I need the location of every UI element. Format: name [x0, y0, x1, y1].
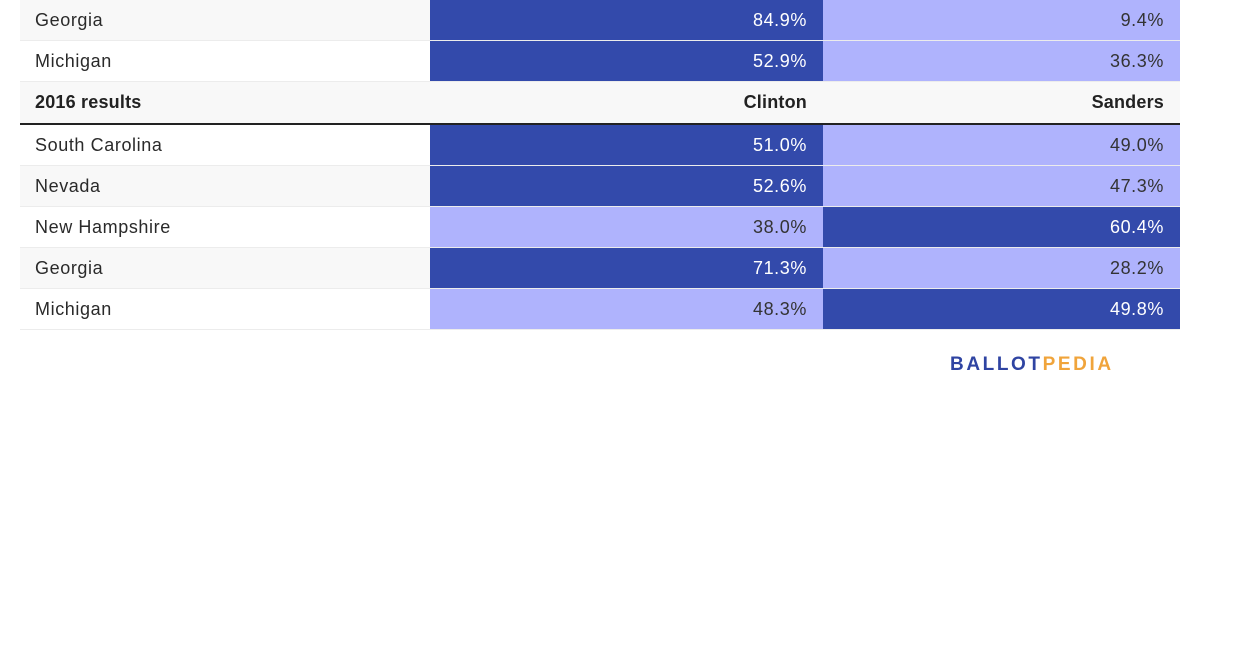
header-clinton: Clinton	[743, 92, 807, 112]
top-section: Georgia 84.9% 9.4% Michigan 52.9% 36.3%	[20, 0, 1180, 82]
value-col1: 38.0%	[430, 207, 823, 247]
table-row: South Carolina 51.0% 49.0%	[20, 125, 1180, 166]
table-row: Georgia 71.3% 28.2%	[20, 248, 1180, 289]
value-col1: 48.3%	[430, 289, 823, 329]
state-name: South Carolina	[35, 134, 163, 155]
value-col2: 49.0%	[823, 125, 1180, 165]
ballotpedia-logo: BALLOTPEDIA	[950, 354, 1114, 376]
logo-part-ballot: BALLOT	[950, 354, 1043, 375]
value-col1: 51.0%	[430, 125, 823, 165]
header-label: 2016 results	[35, 92, 142, 112]
value-col2: 47.3%	[823, 166, 1180, 206]
value-col1: 52.6%	[430, 166, 823, 206]
value-col1: 84.9%	[430, 0, 823, 40]
table-header-2016: 2016 results Clinton Sanders	[20, 82, 1180, 125]
value-col2: 9.4%	[823, 0, 1180, 40]
section-2016-rows: South Carolina 51.0% 49.0% Nevada 52.6% 47.3%…	[20, 125, 1180, 330]
table-row: New Hampshire 38.0% 60.4%	[20, 207, 1180, 248]
state-name: Georgia	[35, 257, 104, 278]
table-row: Michigan 52.9% 36.3%	[20, 41, 1180, 82]
value-col2: 28.2%	[823, 248, 1180, 288]
state-name: Michigan	[35, 298, 112, 319]
value-col2: 49.8%	[823, 289, 1180, 329]
table-row: Michigan 48.3% 49.8%	[20, 289, 1180, 330]
value-col2: 60.4%	[823, 207, 1180, 247]
header-sanders: Sanders	[1091, 92, 1164, 112]
value-col2: 36.3%	[823, 41, 1180, 81]
results-table: Georgia 84.9% 9.4% Michigan 52.9% 36.3% 2016 …	[20, 0, 1180, 330]
state-name: New Hampshire	[35, 216, 171, 237]
value-col1: 71.3%	[430, 248, 823, 288]
value-col1: 52.9%	[430, 41, 823, 81]
table-row: Georgia 84.9% 9.4%	[20, 0, 1180, 41]
table-row: Nevada 52.6% 47.3%	[20, 166, 1180, 207]
logo-part-pedia: PEDIA	[1042, 354, 1114, 375]
state-name: Georgia	[35, 9, 104, 30]
state-name: Michigan	[35, 50, 112, 71]
state-name: Nevada	[35, 175, 101, 196]
